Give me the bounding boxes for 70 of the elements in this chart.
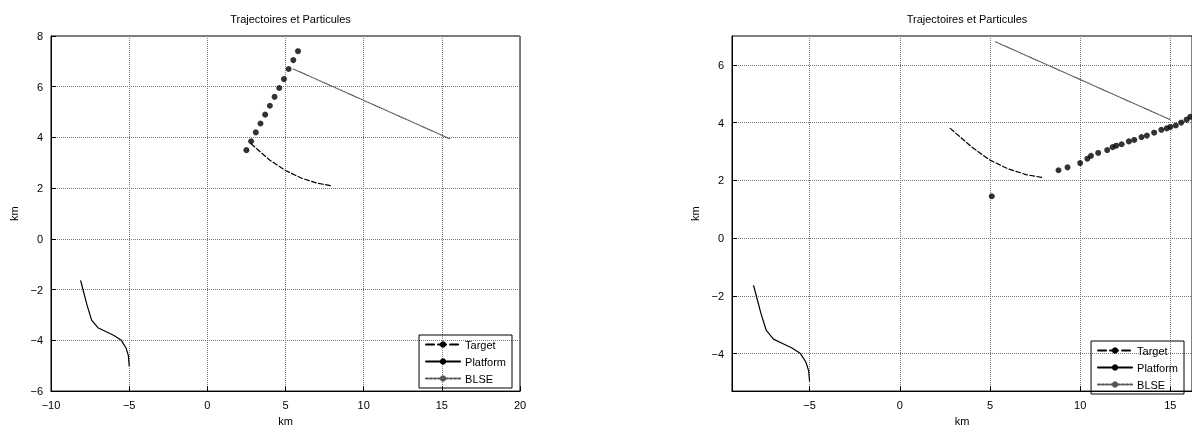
point xyxy=(271,93,278,100)
line-series xyxy=(753,285,811,382)
y-tick-label: −2 xyxy=(30,283,43,296)
x-tick-label: 15 xyxy=(1164,398,1177,411)
y-tick-label: −6 xyxy=(30,385,43,398)
y-axis-title: km xyxy=(8,206,21,221)
line-series xyxy=(80,280,130,367)
point xyxy=(988,193,995,200)
x-tick-label: 15 xyxy=(435,398,448,411)
point xyxy=(1104,147,1111,154)
chart-title: Trajectoires et Particules xyxy=(906,12,1028,25)
x-tick-label: 10 xyxy=(357,398,370,411)
point xyxy=(1138,134,1145,141)
x-tick-label: 5 xyxy=(986,398,994,411)
y-tick-label: 0 xyxy=(36,232,43,245)
legend-label: Platform xyxy=(465,355,507,368)
legend-label: Platform xyxy=(1137,361,1179,374)
point xyxy=(1158,126,1165,133)
point xyxy=(295,48,302,55)
y-tick-label: 6 xyxy=(36,80,43,93)
point xyxy=(248,138,255,145)
point xyxy=(1095,149,1102,156)
point xyxy=(1077,160,1084,167)
point xyxy=(1151,129,1158,136)
point xyxy=(1172,122,1179,129)
y-tick-label: 6 xyxy=(717,58,724,71)
y-tick-label: 0 xyxy=(717,232,724,245)
x-tick-label: 5 xyxy=(282,398,289,411)
y-tick-label: 4 xyxy=(717,116,724,129)
legend-label: Target xyxy=(465,338,496,351)
y-tick-label: −2 xyxy=(711,289,724,302)
y-tick-label: 8 xyxy=(36,30,43,42)
x-tick-label: 20 xyxy=(513,398,527,411)
y-tick-label: 2 xyxy=(717,174,724,187)
point xyxy=(252,129,259,136)
point xyxy=(1178,119,1185,126)
point xyxy=(1125,138,1132,145)
x-tick-label: 0 xyxy=(896,398,903,411)
point xyxy=(1187,113,1192,120)
x-axis-title: km xyxy=(278,414,293,427)
x-tick-label: −10 xyxy=(41,398,61,411)
point xyxy=(285,65,292,72)
point xyxy=(243,147,250,154)
legend-label: BLSE xyxy=(465,372,494,385)
point xyxy=(262,111,269,118)
point xyxy=(280,76,287,83)
y-tick-label: 4 xyxy=(36,131,43,144)
x-tick-label: 0 xyxy=(204,398,211,411)
x-tick-label: 10 xyxy=(1074,398,1087,411)
x-tick-label: −5 xyxy=(122,398,136,411)
chart-title: Trajectoires et Particules xyxy=(230,12,352,25)
line-series xyxy=(949,127,1043,179)
point xyxy=(1167,123,1174,130)
point xyxy=(276,85,283,91)
x-axis-title: km xyxy=(954,414,970,427)
x-tick-label: −5 xyxy=(803,398,816,411)
point xyxy=(1143,132,1150,139)
point xyxy=(1055,167,1062,174)
point xyxy=(257,120,264,127)
y-tick-label: −4 xyxy=(30,334,43,347)
point xyxy=(266,102,273,109)
point xyxy=(290,57,297,64)
y-axis-title: km xyxy=(689,206,702,221)
point xyxy=(1131,136,1138,143)
point xyxy=(1113,142,1120,149)
y-tick-label: −4 xyxy=(711,347,724,360)
point xyxy=(1118,141,1125,148)
legend-label: Target xyxy=(1137,344,1168,357)
legend-label: BLSE xyxy=(1137,378,1166,391)
y-tick-label: 2 xyxy=(36,182,43,195)
